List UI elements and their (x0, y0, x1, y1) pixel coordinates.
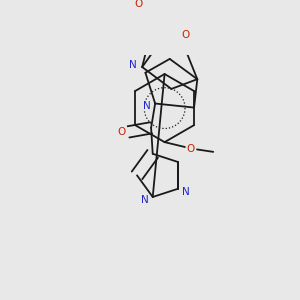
Text: N: N (141, 195, 148, 205)
Text: N: N (129, 60, 136, 70)
Text: O: O (135, 0, 143, 9)
Text: O: O (186, 144, 195, 154)
Text: N: N (182, 187, 190, 197)
Text: O: O (181, 30, 189, 40)
Text: N: N (143, 101, 151, 111)
Text: O: O (118, 127, 126, 137)
